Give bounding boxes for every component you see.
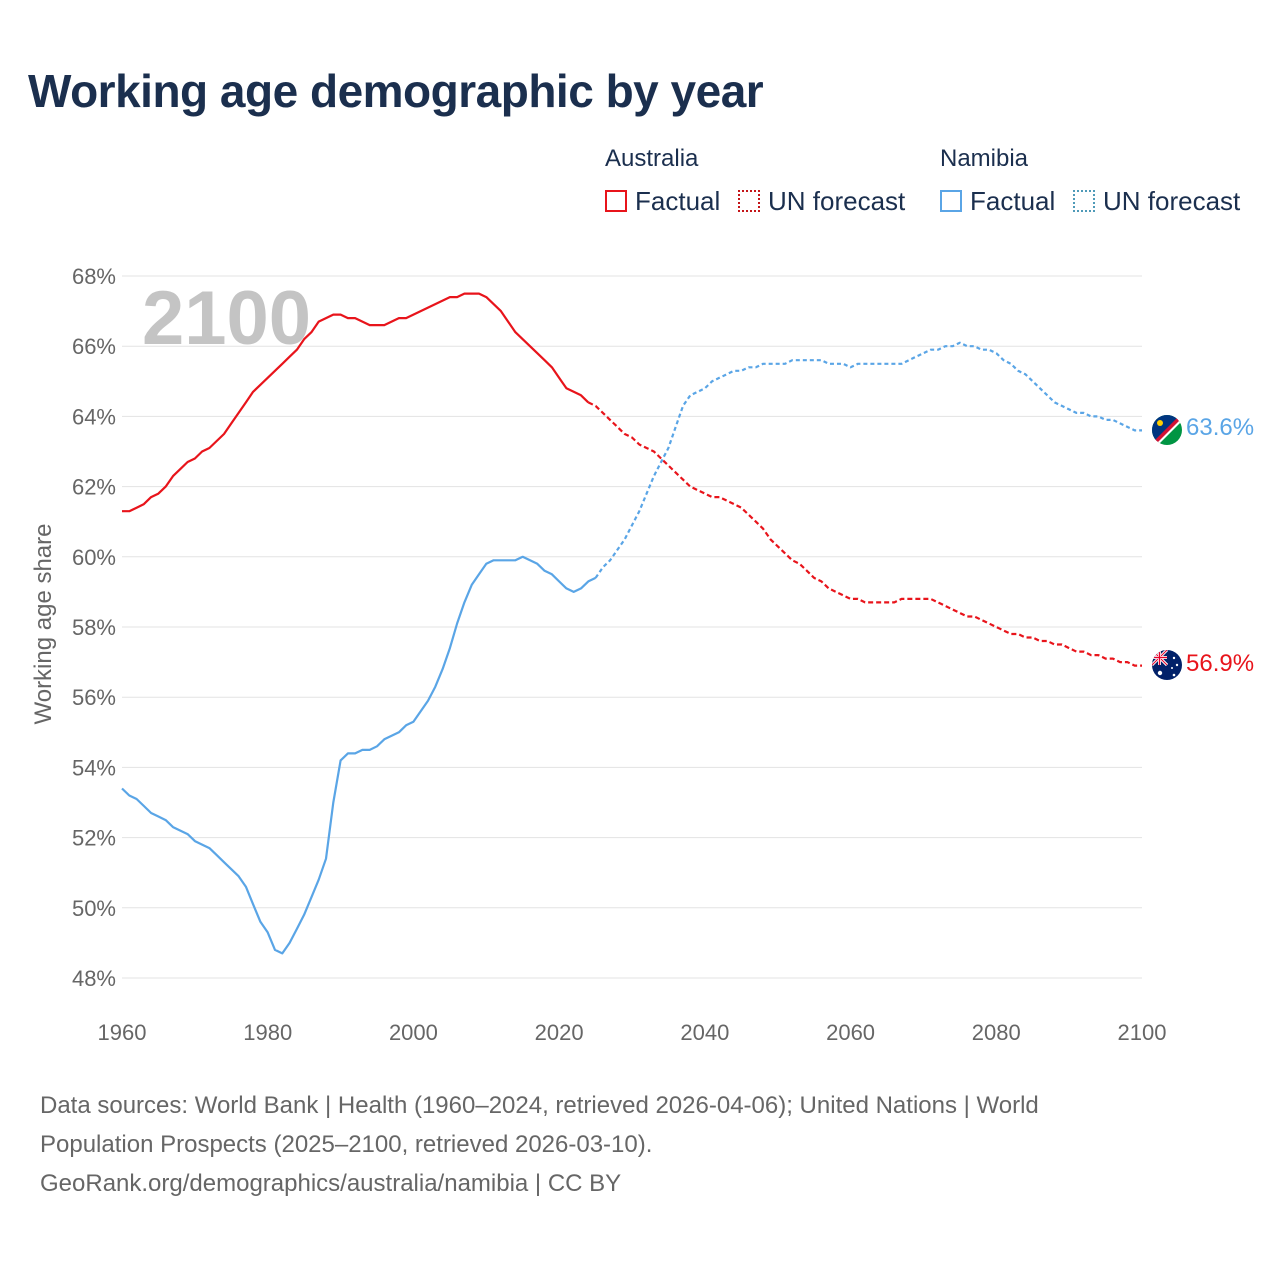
x-axis-ticks: 1960 1980 2000 2020 2040 2060 2080 2100 — [98, 1020, 1167, 1045]
y-tick-label: 48% — [72, 966, 116, 991]
x-tick-label: 2060 — [826, 1020, 875, 1045]
y-tick-label: 52% — [72, 826, 116, 851]
legend-group-australia: Australia — [605, 145, 699, 172]
legend-label: Factual — [970, 185, 1056, 216]
x-tick-label: 2100 — [1118, 1020, 1167, 1045]
series-line-namibia-factual[interactable] — [121, 555, 597, 955]
y-tick-label: 64% — [72, 404, 116, 429]
y-tick-label: 56% — [72, 685, 116, 710]
namibia-flag-icon — [1152, 415, 1182, 445]
namibia-end-label: 63.6% — [1186, 414, 1254, 441]
y-tick-label: 68% — [72, 264, 116, 289]
x-tick-label: 1980 — [243, 1020, 292, 1045]
x-tick-label: 2000 — [389, 1020, 438, 1045]
y-tick-label: 62% — [72, 475, 116, 500]
y-tick-label: 50% — [72, 896, 116, 921]
legend-item-namibia-forecast[interactable]: UN forecast — [1073, 186, 1240, 216]
sources-link[interactable]: GeoRank.org/demographics/australia/namib… — [40, 1170, 622, 1197]
series-lines — [121, 292, 1142, 955]
sources-line: Population Prospects (2025–2100, retriev… — [40, 1131, 653, 1158]
legend-item-australia-factual[interactable]: Factual — [605, 186, 720, 216]
solid-swatch-icon — [940, 190, 962, 212]
series-line-australia-forecast[interactable] — [587, 401, 1142, 667]
sources-line: Data sources: World Bank | Health (1960–… — [40, 1092, 1039, 1119]
y-tick-label: 66% — [72, 334, 116, 359]
solid-swatch-icon — [605, 190, 627, 212]
australia-flag-icon — [1152, 650, 1182, 680]
dotted-swatch-icon — [1073, 190, 1095, 212]
year-watermark: 2100 — [142, 276, 311, 361]
gridlines — [122, 275, 1142, 979]
x-tick-label: 2080 — [972, 1020, 1021, 1045]
x-tick-label: 2020 — [535, 1020, 584, 1045]
dotted-swatch-icon — [738, 190, 760, 212]
data-sources: Data sources: World Bank | Health (1960–… — [40, 1086, 1220, 1203]
legend-item-namibia-factual[interactable]: Factual — [940, 186, 1055, 216]
legend-label: UN forecast — [1103, 185, 1241, 216]
legend-label: UN forecast — [768, 185, 906, 216]
series-line-namibia-forecast[interactable] — [594, 341, 1142, 579]
chart-title: Working age demographic by year — [28, 65, 764, 117]
y-tick-label: 54% — [72, 755, 116, 780]
x-tick-label: 2040 — [680, 1020, 729, 1045]
series-line-australia-factual[interactable] — [122, 292, 590, 513]
y-axis-label: Working age share — [30, 524, 57, 725]
legend-label: Factual — [635, 185, 721, 216]
x-tick-label: 1960 — [98, 1020, 147, 1045]
y-axis-ticks: 48% 50% 52% 54% 56% 58% 60% 62% 64% 66% 68% — [72, 264, 116, 991]
legend-item-australia-forecast[interactable]: UN forecast — [738, 186, 905, 216]
y-tick-label: 60% — [72, 545, 116, 570]
legend-group-namibia: Namibia — [940, 145, 1029, 172]
y-tick-label: 58% — [72, 615, 116, 640]
australia-end-label: 56.9% — [1186, 650, 1254, 677]
